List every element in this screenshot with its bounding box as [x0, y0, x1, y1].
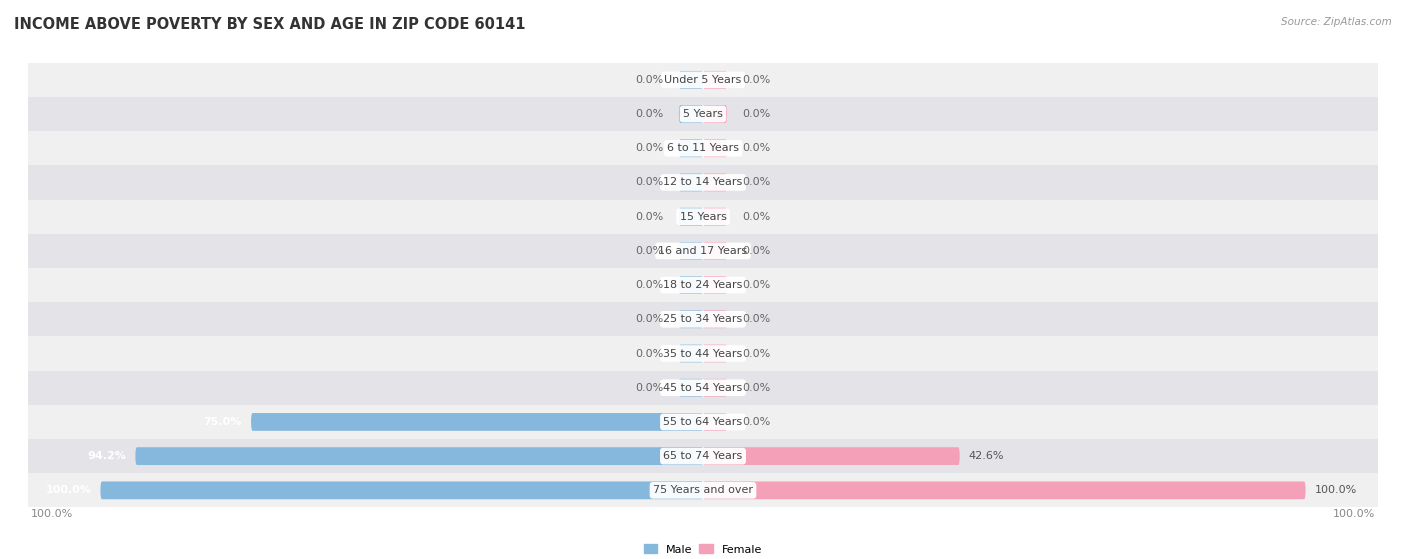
- Bar: [28, 337, 1378, 371]
- Text: 0.0%: 0.0%: [742, 109, 770, 119]
- FancyBboxPatch shape: [679, 139, 703, 157]
- FancyBboxPatch shape: [703, 276, 727, 294]
- FancyBboxPatch shape: [679, 105, 703, 123]
- FancyBboxPatch shape: [703, 174, 727, 191]
- Text: 0.0%: 0.0%: [742, 383, 770, 393]
- FancyBboxPatch shape: [100, 481, 703, 499]
- Text: 75 Years and over: 75 Years and over: [652, 485, 754, 495]
- Text: 65 to 74 Years: 65 to 74 Years: [664, 451, 742, 461]
- FancyBboxPatch shape: [703, 139, 727, 157]
- FancyBboxPatch shape: [703, 447, 960, 465]
- Text: 0.0%: 0.0%: [742, 246, 770, 256]
- FancyBboxPatch shape: [703, 105, 727, 123]
- Bar: [28, 234, 1378, 268]
- Text: 0.0%: 0.0%: [636, 75, 664, 85]
- Text: 55 to 64 Years: 55 to 64 Years: [664, 417, 742, 427]
- Text: 0.0%: 0.0%: [742, 417, 770, 427]
- Text: 16 and 17 Years: 16 and 17 Years: [658, 246, 748, 256]
- Bar: [28, 302, 1378, 337]
- FancyBboxPatch shape: [703, 208, 727, 226]
- Text: 100.0%: 100.0%: [1315, 485, 1357, 495]
- FancyBboxPatch shape: [679, 174, 703, 191]
- Text: 75.0%: 75.0%: [204, 417, 242, 427]
- Bar: [28, 200, 1378, 234]
- Text: 12 to 14 Years: 12 to 14 Years: [664, 177, 742, 187]
- Text: 42.6%: 42.6%: [969, 451, 1004, 461]
- Bar: [28, 268, 1378, 302]
- Text: 0.0%: 0.0%: [636, 383, 664, 393]
- Text: 0.0%: 0.0%: [742, 75, 770, 85]
- Bar: [28, 63, 1378, 97]
- FancyBboxPatch shape: [135, 447, 703, 465]
- Text: 94.2%: 94.2%: [87, 451, 127, 461]
- Bar: [28, 97, 1378, 131]
- Text: 45 to 54 Years: 45 to 54 Years: [664, 383, 742, 393]
- Text: 35 to 44 Years: 35 to 44 Years: [664, 348, 742, 358]
- Text: 0.0%: 0.0%: [636, 143, 664, 153]
- FancyBboxPatch shape: [703, 379, 727, 396]
- Bar: [28, 405, 1378, 439]
- FancyBboxPatch shape: [679, 242, 703, 260]
- Text: 0.0%: 0.0%: [742, 280, 770, 290]
- Text: 100.0%: 100.0%: [31, 509, 73, 519]
- FancyBboxPatch shape: [679, 310, 703, 328]
- Text: Under 5 Years: Under 5 Years: [665, 75, 741, 85]
- FancyBboxPatch shape: [703, 413, 727, 431]
- Text: 0.0%: 0.0%: [636, 314, 664, 324]
- FancyBboxPatch shape: [703, 344, 727, 362]
- Text: 0.0%: 0.0%: [636, 212, 664, 222]
- FancyBboxPatch shape: [703, 242, 727, 260]
- Legend: Male, Female: Male, Female: [640, 540, 766, 559]
- Bar: [28, 131, 1378, 165]
- Text: 6 to 11 Years: 6 to 11 Years: [666, 143, 740, 153]
- Text: 0.0%: 0.0%: [636, 348, 664, 358]
- Bar: [28, 439, 1378, 473]
- FancyBboxPatch shape: [703, 481, 1306, 499]
- FancyBboxPatch shape: [703, 310, 727, 328]
- FancyBboxPatch shape: [679, 379, 703, 396]
- Text: 0.0%: 0.0%: [636, 280, 664, 290]
- Text: 25 to 34 Years: 25 to 34 Years: [664, 314, 742, 324]
- Text: 0.0%: 0.0%: [636, 109, 664, 119]
- Text: 15 Years: 15 Years: [679, 212, 727, 222]
- Text: 100.0%: 100.0%: [1333, 509, 1375, 519]
- Text: INCOME ABOVE POVERTY BY SEX AND AGE IN ZIP CODE 60141: INCOME ABOVE POVERTY BY SEX AND AGE IN Z…: [14, 17, 526, 32]
- Text: 0.0%: 0.0%: [636, 177, 664, 187]
- Text: 0.0%: 0.0%: [742, 348, 770, 358]
- FancyBboxPatch shape: [703, 71, 727, 89]
- FancyBboxPatch shape: [679, 276, 703, 294]
- FancyBboxPatch shape: [252, 413, 703, 431]
- Text: 5 Years: 5 Years: [683, 109, 723, 119]
- Text: 0.0%: 0.0%: [742, 212, 770, 222]
- FancyBboxPatch shape: [679, 344, 703, 362]
- FancyBboxPatch shape: [679, 71, 703, 89]
- Bar: [28, 371, 1378, 405]
- Text: Source: ZipAtlas.com: Source: ZipAtlas.com: [1281, 17, 1392, 27]
- Text: 18 to 24 Years: 18 to 24 Years: [664, 280, 742, 290]
- FancyBboxPatch shape: [679, 208, 703, 226]
- Text: 100.0%: 100.0%: [45, 485, 91, 495]
- Bar: [28, 473, 1378, 508]
- Bar: [28, 165, 1378, 200]
- Text: 0.0%: 0.0%: [742, 143, 770, 153]
- Text: 0.0%: 0.0%: [636, 246, 664, 256]
- Text: 0.0%: 0.0%: [742, 314, 770, 324]
- Text: 0.0%: 0.0%: [742, 177, 770, 187]
